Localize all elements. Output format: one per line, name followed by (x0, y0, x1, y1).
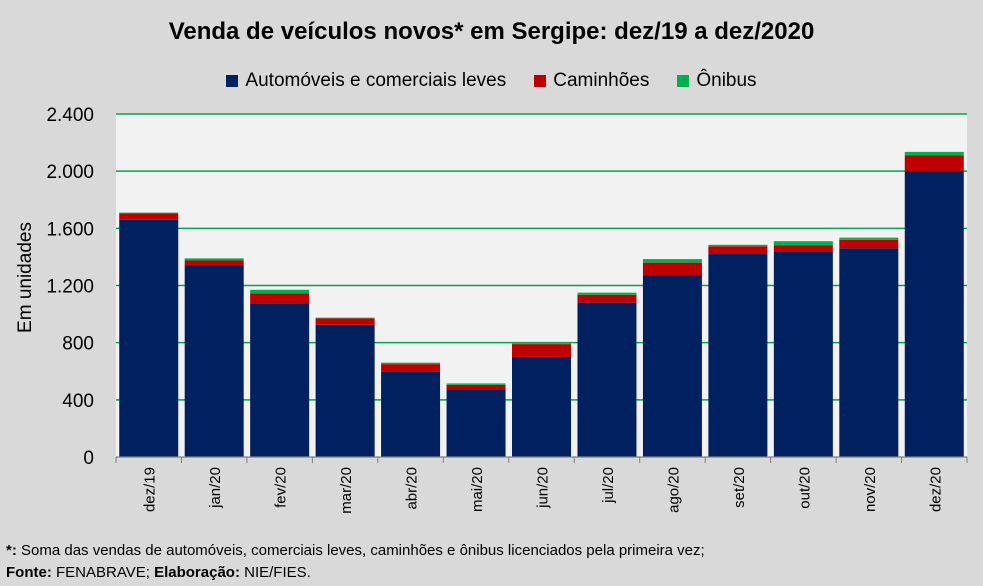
bar-segment (904, 151, 964, 156)
legend-item-onibus: Ônibus (677, 70, 757, 92)
bar-segment (446, 384, 506, 390)
bar-segment (904, 171, 964, 457)
x-tick-label: dez/20 (927, 467, 944, 512)
bar-segment (315, 317, 375, 319)
bar-segment (839, 248, 899, 457)
y-axis-title: Em unidades (15, 222, 36, 333)
x-tick-label: mai/20 (469, 467, 486, 512)
bar-segment (839, 239, 899, 249)
elaboracao-label: Elaboração: (154, 564, 240, 581)
bar-segment (512, 343, 571, 345)
bar-segment (381, 364, 441, 372)
bar-segment (250, 289, 310, 294)
bar-segment (708, 244, 768, 247)
y-tick-label: 800 (62, 334, 94, 355)
bar-segment (904, 155, 964, 172)
bar-segment (250, 293, 310, 304)
x-tick-label: jul/20 (600, 467, 617, 504)
footnote-line-1: *: Soma das vendas de automóveis, comerc… (6, 540, 705, 562)
x-tick-label: jun/20 (535, 467, 552, 509)
bar-segment (577, 302, 637, 457)
footnote-text: Soma das vendas de automóveis, comerciai… (16, 542, 705, 559)
bar-segment (446, 389, 506, 457)
bar-segment (839, 237, 899, 240)
bar-segment (184, 258, 244, 261)
x-tick-label: abr/20 (404, 467, 421, 510)
y-tick-label: 1.200 (46, 277, 94, 298)
legend-item-automoveis: Automóveis e comerciais leves (226, 70, 506, 92)
bar-segment (381, 362, 441, 365)
bar-segment (773, 251, 833, 457)
legend-swatch-caminhoes (534, 75, 547, 87)
bar-segment (512, 344, 571, 357)
footnote-mark: *: (6, 542, 17, 559)
bar-segment (315, 318, 375, 325)
y-tick-label: 0 (83, 448, 94, 469)
legend-label-onibus: Ônibus (696, 70, 757, 91)
elaboracao-text: NIE/FIES. (239, 564, 311, 581)
legend-item-caminhoes: Caminhões (534, 70, 649, 92)
bar-segment (577, 294, 637, 303)
bar-segment (642, 259, 702, 263)
legend-label-automoveis: Automóveis e comerciais leves (245, 70, 507, 91)
bar-segment (184, 265, 244, 457)
bar-segment (708, 254, 768, 457)
y-tick-label: 1.600 (46, 219, 94, 240)
y-tick-label: 400 (62, 391, 94, 412)
bar-segment (708, 246, 768, 255)
x-tick-label: ago/20 (665, 467, 682, 513)
fonte-text: FENABRAVE; (51, 564, 155, 581)
y-tick-label: 2.400 (46, 105, 94, 126)
chart-title: Venda de veículos novos* em Sergipe: dez… (168, 18, 815, 45)
legend-swatch-onibus (677, 75, 690, 87)
bar-segment (119, 213, 179, 220)
x-tick-label: nov/20 (862, 467, 879, 512)
legend-swatch-automoveis (226, 75, 239, 87)
legend: Automóveis e comerciais leves Caminhões … (0, 70, 983, 92)
bar-segment (642, 275, 702, 457)
fonte-label: Fonte: (6, 564, 52, 581)
bar-segment (184, 260, 244, 266)
bar-segment (119, 212, 179, 214)
footnote-line-2: Fonte: FENABRAVE; Elaboração: NIE/FIES. (6, 562, 705, 584)
bar-segment (315, 324, 375, 457)
bar-segment (512, 356, 571, 457)
bar-segment (381, 371, 441, 457)
x-tick-label: fev/20 (273, 467, 290, 508)
bar-segment (446, 383, 506, 385)
bar-segment (642, 262, 702, 276)
legend-label-caminhoes: Caminhões (553, 70, 650, 91)
x-tick-label: dez/19 (142, 467, 159, 512)
bar-segment (577, 292, 637, 295)
y-tick-label: 2.000 (46, 162, 94, 183)
x-tick-label: mar/20 (338, 467, 355, 514)
footnote: *: Soma das vendas de automóveis, comerc… (6, 540, 705, 584)
x-tick-label: jan/20 (207, 467, 224, 509)
bar-segment (250, 303, 310, 457)
x-tick-label: out/20 (796, 467, 813, 509)
bar-segment (773, 241, 833, 246)
bar-segment (773, 245, 833, 252)
bar-segment (119, 219, 179, 457)
x-tick-label: set/20 (731, 467, 748, 508)
